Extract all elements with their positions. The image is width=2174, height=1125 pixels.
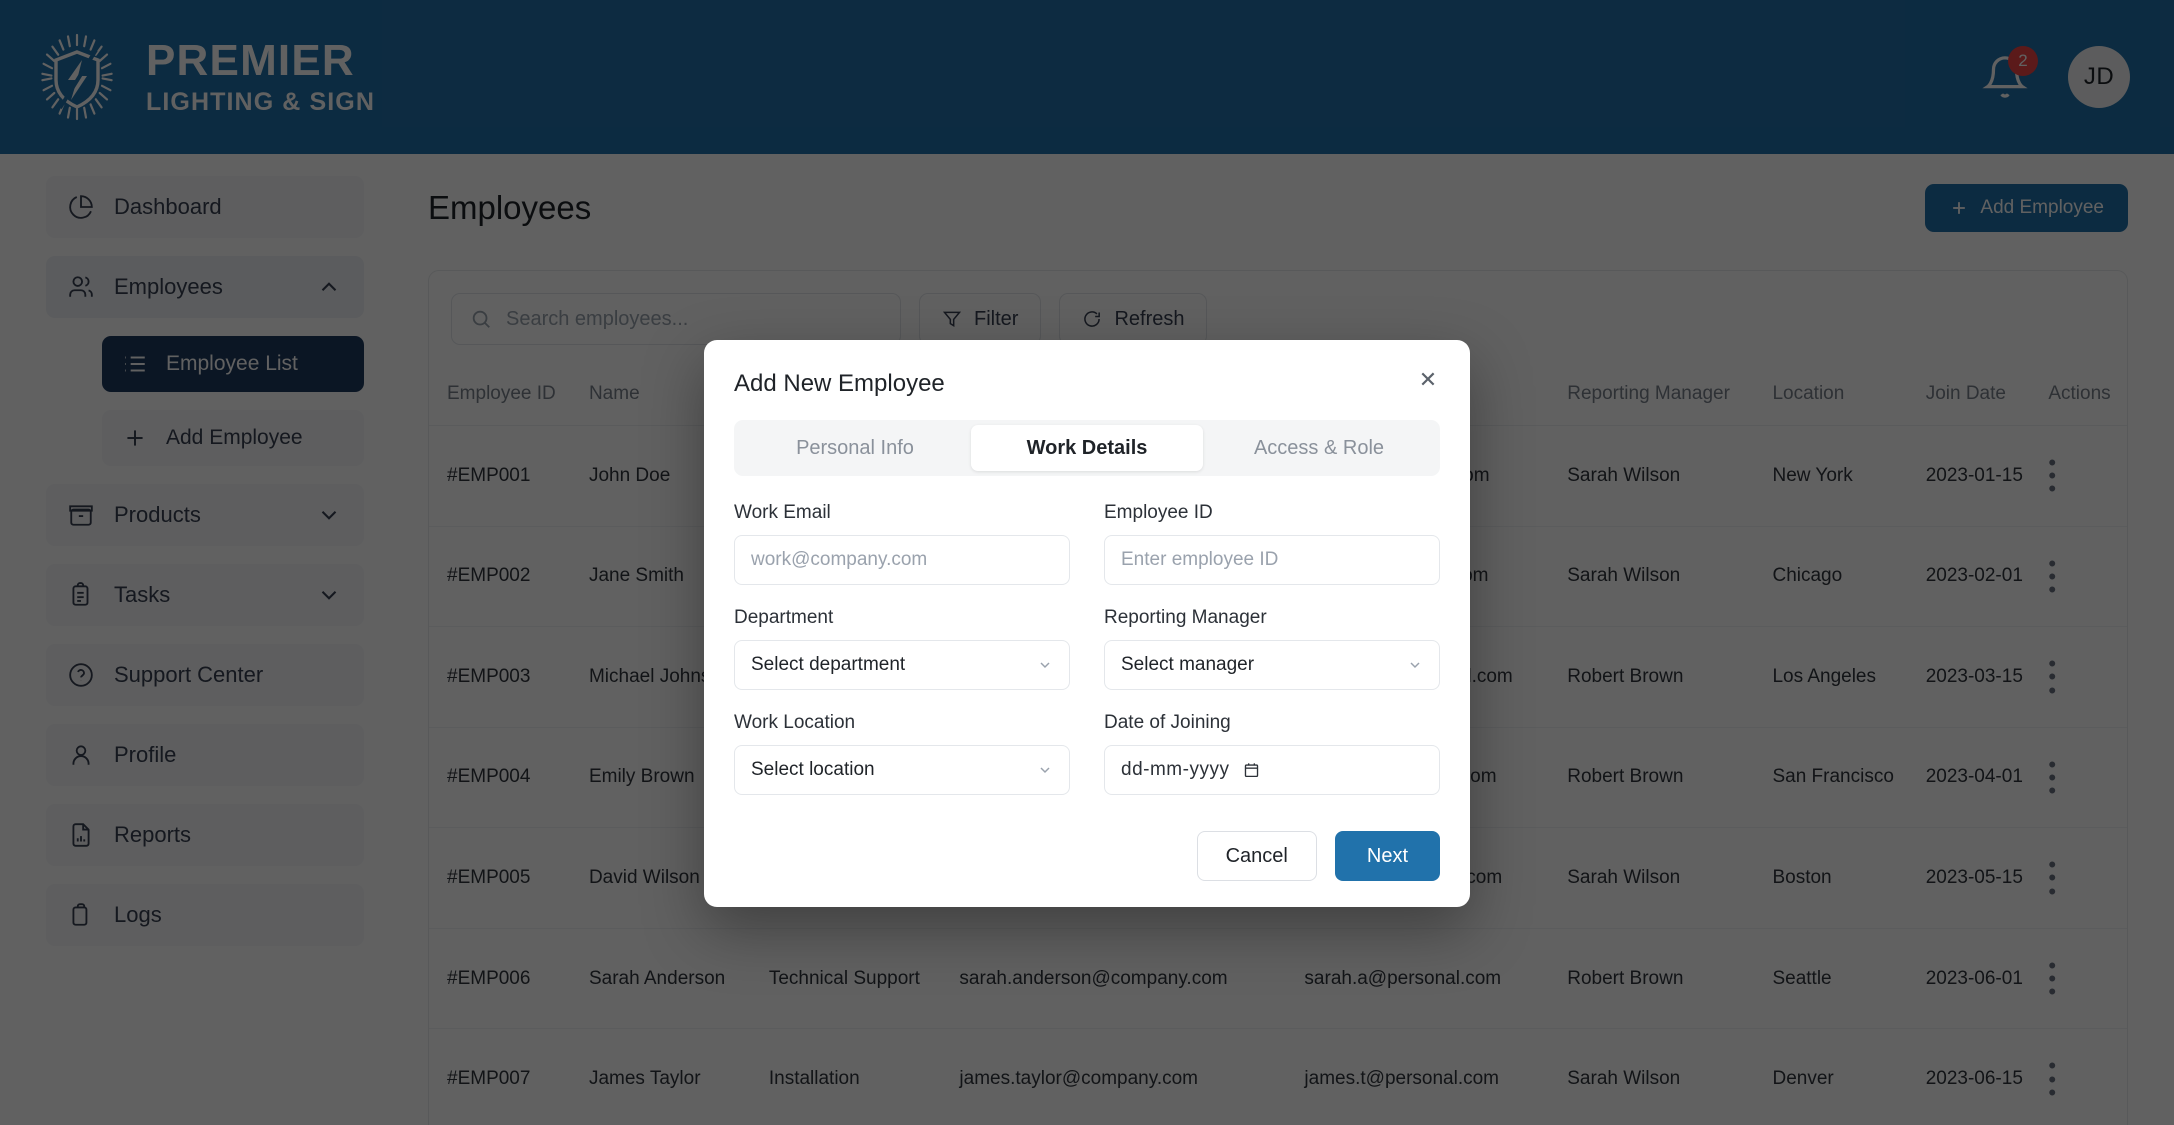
modal-title: Add New Employee [734,370,945,397]
department-selected-value: Select department [751,654,906,675]
work-email-label: Work Email [734,502,831,523]
employee-id-input[interactable] [1121,549,1423,571]
field-reporting-manager: Reporting Manager Select manager [1104,607,1440,690]
calendar-icon[interactable] [1243,761,1260,779]
close-icon[interactable]: ✕ [1414,366,1442,394]
tab-work-details[interactable]: Work Details [971,425,1203,471]
field-date-of-joining: Date of Joining dd-mm-yyyy [1104,712,1440,795]
field-employee-id: Employee ID [1104,502,1440,585]
department-label: Department [734,607,834,628]
field-work-location: Work Location Select location [734,712,1070,795]
add-new-employee-modal: Add New Employee ✕ Personal Info Work De… [704,340,1470,907]
department-select[interactable]: Select department [734,640,1070,690]
work-location-label: Work Location [734,712,856,733]
cancel-button[interactable]: Cancel [1196,831,1317,881]
field-work-email: Work Email [734,502,1070,585]
reporting-manager-selected-value: Select manager [1121,654,1255,675]
reporting-manager-select[interactable]: Select manager [1104,640,1440,690]
work-email-control[interactable] [734,535,1070,585]
work-details-form: Work Email Employee ID Department Select… [734,502,1440,817]
date-of-joining-placeholder: dd-mm-yyyy [1121,759,1230,780]
employee-id-control[interactable] [1104,535,1440,585]
field-department: Department Select department [734,607,1070,690]
chevron-down-icon [1410,662,1420,669]
work-email-input[interactable] [751,549,1053,571]
chevron-down-icon [1040,662,1050,669]
next-button[interactable]: Next [1334,831,1440,881]
date-of-joining-label: Date of Joining [1104,712,1231,733]
date-of-joining-input[interactable]: dd-mm-yyyy [1104,745,1440,795]
tab-access-role[interactable]: Access & Role [1253,436,1385,459]
employee-id-label: Employee ID [1104,502,1213,523]
chevron-down-icon [1040,767,1050,774]
modal-actions: Cancel Next [734,831,1440,881]
tab-personal-info[interactable]: Personal Info [796,436,914,459]
work-location-select[interactable]: Select location [734,745,1070,795]
work-location-selected-value: Select location [751,759,875,780]
modal-tabs: Personal Info Work Details Access & Role [734,420,1440,476]
reporting-manager-label: Reporting Manager [1104,607,1267,628]
